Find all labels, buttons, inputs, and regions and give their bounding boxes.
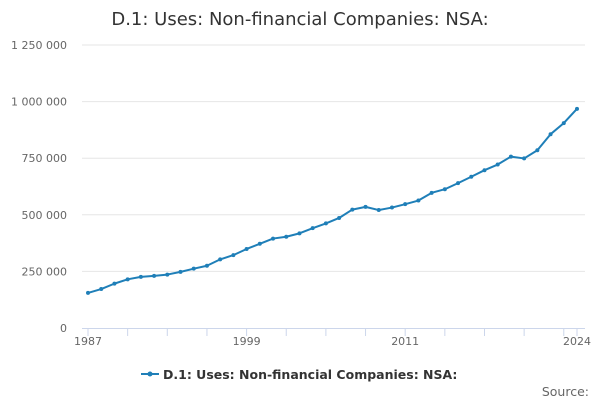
legend[interactable]: D.1: Uses: Non-financial Companies: NSA: xyxy=(141,367,457,382)
data-point[interactable] xyxy=(231,253,236,258)
y-tick-label: 1 000 000 xyxy=(11,96,67,109)
data-point[interactable] xyxy=(469,174,474,179)
data-point[interactable] xyxy=(191,266,196,271)
data-point[interactable] xyxy=(535,148,540,153)
series-group xyxy=(86,106,579,295)
y-tick-label: 250 000 xyxy=(22,265,68,278)
data-point[interactable] xyxy=(429,190,434,195)
data-point[interactable] xyxy=(548,132,553,137)
data-point[interactable] xyxy=(257,241,262,246)
data-point[interactable] xyxy=(138,274,143,279)
y-tick-label: 750 000 xyxy=(22,152,68,165)
data-point[interactable] xyxy=(284,234,289,239)
data-point[interactable] xyxy=(561,121,566,126)
data-point[interactable] xyxy=(575,106,579,111)
x-tick-label: 2011 xyxy=(391,335,419,348)
series-line xyxy=(87,107,578,294)
data-point[interactable] xyxy=(337,215,342,220)
y-axis: 0 250 000 500 000 750 000 1 000 000 1 250 000 xyxy=(11,39,67,335)
gridlines xyxy=(82,44,585,272)
data-point[interactable] xyxy=(178,269,183,274)
data-point[interactable] xyxy=(271,236,276,241)
x-tick-label: 1987 xyxy=(74,335,102,348)
legend-label: D.1: Uses: Non-financial Companies: NSA: xyxy=(163,367,457,382)
y-tick-label: 1 250 000 xyxy=(11,39,67,52)
legend-point-marker xyxy=(147,371,153,377)
chart-title: D.1: Uses: Non-financial Companies: NSA: xyxy=(111,9,488,30)
data-point[interactable] xyxy=(125,277,130,282)
data-point[interactable] xyxy=(244,246,249,251)
data-point[interactable] xyxy=(86,290,90,295)
x-axis: 1987 1999 2011 2024 xyxy=(74,328,591,348)
data-point[interactable] xyxy=(416,198,421,203)
data-point[interactable] xyxy=(456,181,461,186)
x-tick-label: 2024 xyxy=(563,335,591,348)
data-point[interactable] xyxy=(218,257,223,262)
x-tick-label: 1999 xyxy=(233,335,261,348)
data-point[interactable] xyxy=(165,272,170,277)
data-point[interactable] xyxy=(389,205,394,210)
data-point[interactable] xyxy=(310,226,315,231)
data-point[interactable] xyxy=(508,154,513,159)
y-tick-label: 500 000 xyxy=(22,209,68,222)
data-point[interactable] xyxy=(403,202,408,207)
data-point[interactable] xyxy=(112,281,117,286)
data-point[interactable] xyxy=(323,221,328,226)
data-point[interactable] xyxy=(99,287,104,292)
y-tick-label: 0 xyxy=(60,322,67,335)
data-point[interactable] xyxy=(152,273,157,278)
data-point[interactable] xyxy=(363,204,368,209)
data-point[interactable] xyxy=(522,156,527,161)
data-point[interactable] xyxy=(204,263,209,268)
data-point[interactable] xyxy=(297,231,302,236)
data-point[interactable] xyxy=(350,207,355,212)
data-point[interactable] xyxy=(495,162,500,167)
data-point[interactable] xyxy=(442,187,447,192)
data-point[interactable] xyxy=(482,168,487,173)
source-label: Source: xyxy=(542,384,589,399)
data-point[interactable] xyxy=(376,208,381,213)
